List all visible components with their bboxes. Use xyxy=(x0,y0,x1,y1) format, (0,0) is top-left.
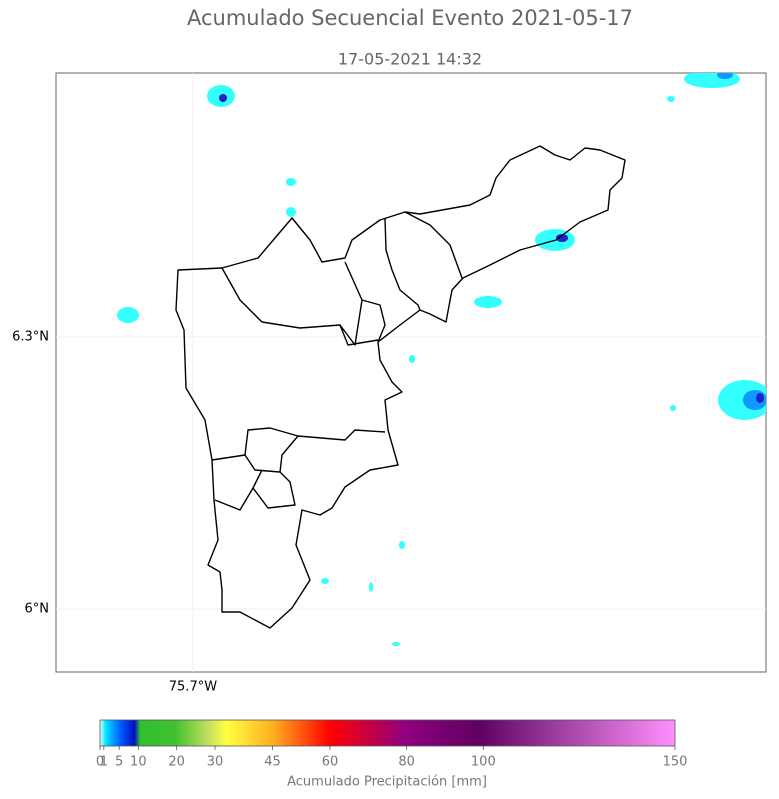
colorbar-tick-label: 60 xyxy=(322,755,339,770)
precip-field xyxy=(117,73,766,646)
colorbar-label: Acumulado Precipitación [mm] xyxy=(287,775,487,790)
colorbar-tick-label: 80 xyxy=(398,755,415,770)
colorbar-ramp xyxy=(99,719,676,747)
precip-cell xyxy=(670,405,676,411)
precip-cell xyxy=(117,307,139,323)
map-frame xyxy=(55,72,767,673)
precip-cell xyxy=(286,207,296,217)
precip-cell xyxy=(321,578,329,584)
subtitle: 17-05-2021 14:32 xyxy=(338,50,482,69)
precip-core xyxy=(756,393,764,403)
title: Acumulado Secuencial Evento 2021-05-17 xyxy=(187,6,633,30)
colorbar-tick-label: 30 xyxy=(207,755,224,770)
precip-cell xyxy=(667,96,675,102)
precip-cell xyxy=(369,582,373,592)
precip-cell xyxy=(409,355,415,363)
colorbar-tick-label: 5 xyxy=(115,755,123,770)
precip-cell xyxy=(392,642,400,646)
x-tick-label: 75.7°W xyxy=(169,680,217,695)
colorbar-tick-label: 10 xyxy=(130,755,147,770)
municipal-boundary xyxy=(252,429,386,489)
colorbar-tick-label: 1 xyxy=(100,755,108,770)
precip-cell xyxy=(474,296,502,308)
map: 75.7°W 6.3°N 6°N xyxy=(12,72,767,695)
boundaries xyxy=(175,145,626,629)
colorbar-tick-label: 150 xyxy=(663,755,688,770)
precip-cell xyxy=(718,380,766,420)
precip-core xyxy=(556,234,568,242)
precip-core xyxy=(219,94,227,102)
precip-cell xyxy=(286,178,296,186)
municipal-boundary xyxy=(384,211,463,311)
precip-cell xyxy=(399,541,405,549)
colorbar-tick-label: 0 xyxy=(96,755,104,770)
colorbar-tick-label: 45 xyxy=(264,755,281,770)
y-tick-label: 6.3°N xyxy=(12,329,49,344)
municipal-boundary xyxy=(221,261,363,346)
y-tick-label: 6°N xyxy=(25,601,50,616)
colorbar-tick-label: 100 xyxy=(471,755,496,770)
colorbar-tick-label: 20 xyxy=(168,755,185,770)
precip-core xyxy=(717,73,733,79)
municipal-boundary xyxy=(339,299,386,346)
colorbar: Acumulado Precipitación [mm] 01 5 10 20 30 45… xyxy=(96,719,688,790)
grid xyxy=(56,73,766,672)
region-outline xyxy=(175,145,626,629)
